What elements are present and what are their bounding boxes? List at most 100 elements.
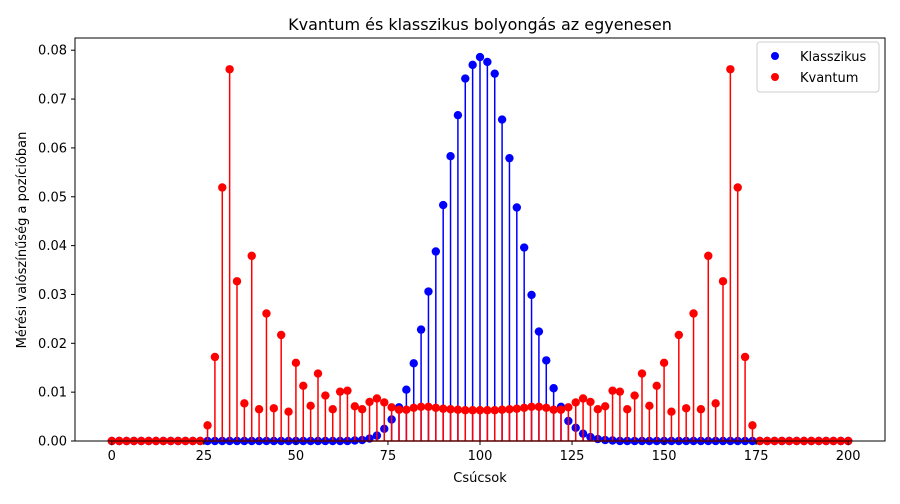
kvantum-point — [240, 399, 249, 408]
kvantum-point — [225, 65, 234, 74]
y-tick-label: 0.06 — [38, 141, 67, 156]
klasszikus-point — [424, 287, 433, 296]
klasszikus-point — [461, 74, 470, 83]
klasszikus-point — [438, 200, 448, 210]
klasszikus-point — [402, 385, 411, 394]
kvantum-point — [542, 403, 551, 412]
kvantum-point — [505, 405, 514, 414]
kvantum-point — [357, 405, 367, 414]
kvantum-point — [512, 404, 522, 413]
kvantum-point — [696, 405, 706, 414]
kvantum-point — [365, 397, 374, 407]
kvantum-point — [711, 399, 720, 408]
kvantum-point — [519, 403, 529, 412]
kvantum-point — [416, 402, 426, 412]
klasszikus-point — [431, 247, 441, 256]
kvantum-point — [726, 65, 735, 74]
kvantum-point — [748, 421, 757, 430]
klasszikus-point — [519, 243, 529, 252]
legend-marker-kvantum — [771, 73, 779, 81]
kvantum-point — [232, 277, 242, 286]
kvantum-point — [534, 402, 544, 412]
kvantum-point — [438, 404, 448, 413]
legend-label-klasszikus: Klasszikus — [800, 50, 866, 65]
kvantum-point — [461, 406, 470, 415]
kvantum-point — [593, 405, 603, 414]
klasszikus-point — [497, 115, 507, 124]
kvantum-point — [372, 394, 382, 403]
y-tick-label: 0.07 — [38, 93, 67, 108]
kvantum-point — [394, 405, 404, 414]
legend: Klasszikus Kvantum — [756, 41, 880, 93]
klasszikus-point — [409, 359, 418, 368]
klasszikus-point — [505, 153, 514, 163]
kvantum-point — [645, 401, 654, 411]
y-tick-label: 0.01 — [38, 386, 67, 401]
kvantum-point — [218, 183, 227, 192]
kvantum-point — [262, 309, 271, 318]
kvantum-point — [674, 330, 684, 340]
kvantum-point — [254, 405, 264, 414]
kvantum-point — [667, 407, 676, 416]
kvantum-point — [600, 402, 610, 411]
kvantum-point — [586, 397, 595, 407]
kvantum-point — [335, 387, 345, 396]
klasszikus-point — [468, 60, 477, 70]
kvantum-point — [247, 251, 256, 261]
kvantum-point — [402, 405, 411, 414]
kvantum-point — [299, 381, 308, 391]
kvantum-point — [321, 391, 330, 400]
x-tick-label: 50 — [288, 449, 305, 464]
kvantum-point — [623, 405, 632, 414]
kvantum-point — [387, 403, 396, 412]
kvantum-point — [497, 405, 507, 414]
kvantum-point — [291, 358, 301, 368]
klasszikus-point — [483, 57, 492, 67]
klasszikus-point — [416, 325, 426, 334]
x-tick-label: 25 — [196, 449, 213, 464]
kvantum-point — [328, 405, 337, 414]
y-tick-label: 0.08 — [38, 44, 67, 59]
kvantum-point — [615, 387, 625, 396]
klasszikus-point — [542, 356, 551, 365]
kvantum-point — [652, 381, 661, 391]
y-tick-label: 0.03 — [38, 288, 67, 303]
x-axis: 0 25 50 75 100 125 150 175 200 — [108, 441, 861, 464]
kvantum-point — [578, 394, 588, 403]
y-axis: 0.00 0.01 0.02 0.03 0.04 0.05 0.06 0.07 0.08 — [38, 44, 75, 450]
x-tick-label: 0 — [108, 449, 116, 464]
kvantum-point — [276, 330, 286, 340]
kvantum-point — [630, 391, 639, 400]
klasszikus-point — [549, 384, 558, 393]
x-tick-label: 150 — [652, 449, 677, 464]
kvantum-point — [431, 403, 441, 412]
kvantum-point — [718, 277, 728, 286]
kvantum-point — [564, 403, 573, 412]
kvantum-point — [409, 403, 418, 412]
kvantum-point — [704, 251, 713, 261]
x-tick-label: 200 — [836, 449, 861, 464]
kvantum-point — [527, 402, 536, 412]
y-axis-label: Mérési valószínűség a pozícióban — [15, 132, 30, 349]
kvantum-point — [453, 405, 463, 414]
kvantum-point — [468, 406, 477, 415]
kvantum-point — [306, 401, 315, 411]
legend-marker-klasszikus — [771, 52, 779, 60]
kvantum-point — [269, 404, 279, 413]
chart-title: Kvantum és klasszikus bolyongás az egyen… — [288, 15, 672, 34]
kvantum-point — [689, 309, 698, 318]
x-axis-label: Csúcsok — [453, 471, 507, 486]
kvantum-point — [284, 407, 293, 416]
kvantum-point — [483, 406, 492, 415]
kvantum-point — [424, 402, 433, 412]
series-kvantum — [107, 65, 853, 446]
kvantum-point — [203, 421, 212, 430]
kvantum-point — [733, 183, 742, 192]
klasszikus-point — [490, 69, 499, 78]
klasszikus-point — [527, 290, 536, 300]
x-tick-label: 75 — [380, 449, 397, 464]
y-tick-label: 0.04 — [38, 239, 67, 254]
kvantum-point — [608, 386, 617, 395]
y-tick-label: 0.05 — [38, 190, 67, 205]
